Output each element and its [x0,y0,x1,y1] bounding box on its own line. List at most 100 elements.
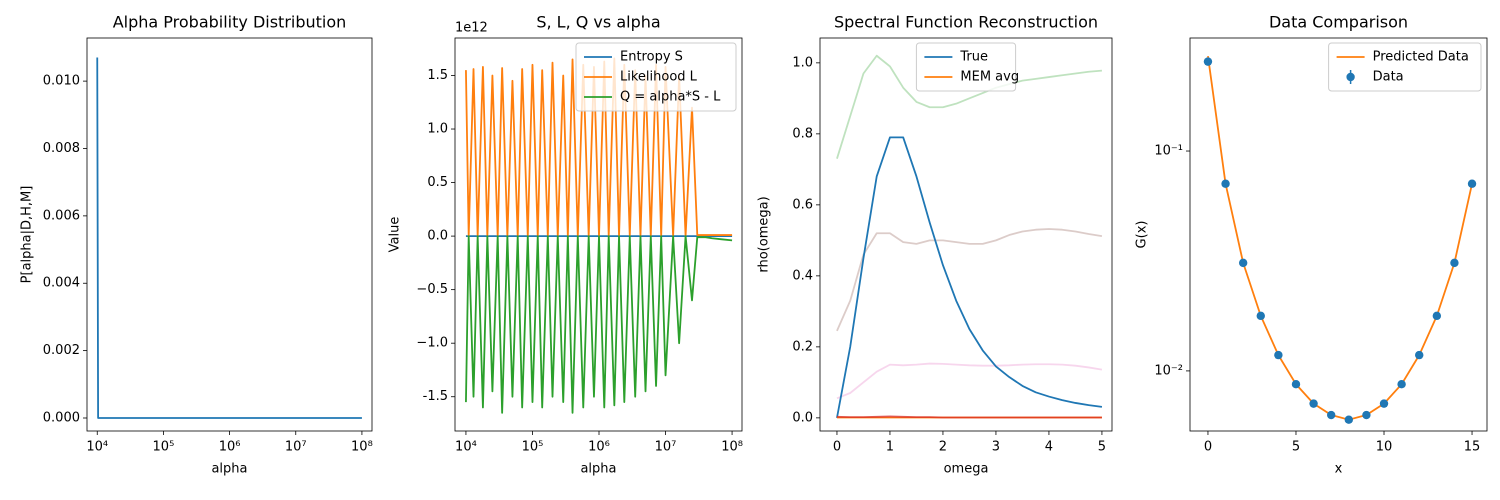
y-tick-label: -1.5 [423,389,448,404]
legend-label: Predicted Data [1373,50,1469,65]
x-tick-label: 10⁴ [455,440,477,455]
x-tick-label: 5 [1292,440,1300,455]
data-point [1326,410,1336,420]
data-point [1274,350,1283,360]
y-tick-label: 0.004 [43,276,80,291]
legend-box [575,42,737,112]
series-line [836,54,1103,159]
data-point [1309,399,1318,408]
y-tick-label: 0.000 [43,410,80,425]
x-tick-label: 10⁸ [721,440,743,455]
y-axis-label: G(x) [1135,221,1150,249]
y-tick-label: 0.2 [792,339,813,354]
data-point [1450,258,1459,268]
y-tick-label: 0.002 [43,343,80,358]
y-tick-label: 0.5 [427,175,448,190]
y-tick-label: 1.0 [792,55,813,70]
y-tick-label: 10⁻² [1154,363,1183,378]
y-tick-label: 0.010 [43,74,80,89]
x-tick-label: 10⁶ [588,440,610,455]
plot-area [1203,56,1477,424]
x-tick-label: 10⁸ [351,440,373,455]
data-point [1362,410,1371,420]
y-tick-label: 1.0 [427,122,448,137]
subplot: 0 1 2 3 4 5 0.0 0.2 0.4 0.6 0.8 1.0 Spectral Functio… [757,13,1113,477]
data-point [1238,258,1248,268]
data-point [1344,415,1353,424]
x-tick-label: 1 [886,440,894,455]
y-axis-label: P[alpha|D,H,M] [20,186,35,284]
x-tick-label: 10 [1376,440,1393,455]
x-tick-label: 0 [833,440,841,455]
y-axis-label: Value [388,217,403,253]
x-tick-label: 15 [1464,440,1481,455]
y-tick-label: 0.6 [792,197,813,212]
axes-frame [454,37,743,432]
x-axis-label: x [1335,462,1343,477]
axes-frame [819,37,1113,432]
y-tick-label: 0.006 [43,208,80,223]
y-tick-label: 0.8 [792,126,813,141]
series-line [96,57,362,419]
legend: True MEM avg [915,42,1019,92]
series-line [836,362,1103,400]
series-line [836,228,1103,332]
subplot: 10⁴ 10⁵ 10⁶ 10⁷ 10⁸ -1.5 −1.0 −0.5 0.0 0.5 1.0 1.5 S… [388,13,743,477]
x-tick-label: 2 [939,440,947,455]
data-point [1467,179,1477,188]
data-point [1256,311,1265,321]
legend-label: Likelihood L [620,70,698,85]
x-tick-label: 10⁵ [522,440,544,455]
x-tick-label: 10⁶ [219,440,241,455]
data-point [1415,350,1424,360]
series-line [1207,56,1473,421]
chart-title: Spectral Function Reconstruction [834,13,1098,32]
axes-frame [86,37,373,432]
legend: Predicted Data Data [1328,42,1482,92]
chart-title: S, L, Q vs alpha [536,13,660,32]
x-axis-label: omega [944,462,989,477]
data-point [1397,380,1406,389]
legend-label: Entropy S [620,50,683,65]
chart-title: Alpha Probability Distribution [113,13,347,32]
legend-label: True [959,50,988,65]
series-line [465,57,733,238]
data-point [1221,179,1230,188]
data-point [1291,380,1301,389]
x-tick-label: 10⁴ [86,440,108,455]
x-axis-label: alpha [211,462,247,477]
plot-area [465,57,733,414]
plot-area [836,54,1103,419]
x-tick-label: 4 [1045,440,1053,455]
legend: Entropy S Likelihood L Q = alpha*S - L [575,42,737,112]
data-point [1432,311,1442,321]
x-tick-label: 10⁵ [153,440,175,455]
y-tick-label: 0.008 [43,141,80,156]
plot-area [96,57,362,419]
x-axis-label: alpha [580,462,616,477]
legend-marker [1346,72,1355,82]
subplot: 10⁴ 10⁵ 10⁶ 10⁷ 10⁸ 0.000 0.002 0.004 0.006 0.008… [20,13,373,477]
x-tick-label: 10⁷ [285,440,307,455]
chart-title: Data Comparison [1269,13,1408,32]
y-tick-label: 0.0 [427,229,448,244]
y-tick-label: −0.5 [416,282,448,297]
legend-label: MEM avg [960,70,1019,85]
x-tick-label: 5 [1098,440,1106,455]
y-tick-label: 0.0 [792,410,813,425]
x-tick-label: 0 [1204,440,1212,455]
y-tick-label: 10⁻¹ [1154,144,1183,159]
legend-label: Data [1373,70,1404,85]
y-offset-label: 1e12 [455,21,488,36]
series-line [465,235,733,414]
series-line [836,415,1102,419]
legend-box [915,42,1017,92]
data-point [1203,57,1213,66]
subplot: 0 5 10 15 10⁻¹ 10⁻² Data Comparison x G(x) Predic… [1135,13,1488,477]
data-point [1379,399,1389,408]
axes-frame [1189,37,1488,432]
legend-label: Q = alpha*S - L [620,90,721,105]
y-tick-label: 0.4 [792,268,813,283]
x-tick-label: 3 [992,440,1000,455]
